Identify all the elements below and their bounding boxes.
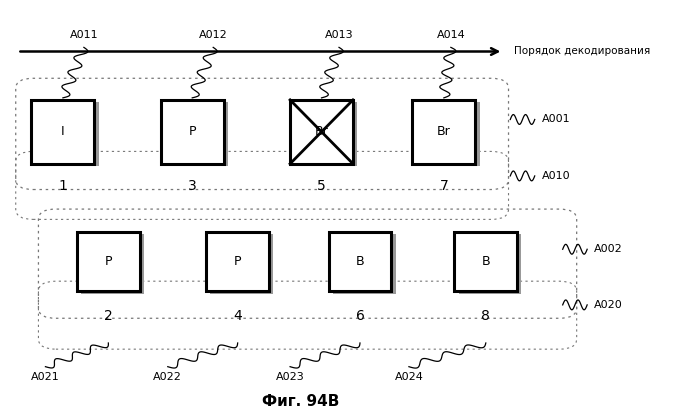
Text: P: P <box>105 255 112 268</box>
Text: 7: 7 <box>440 179 448 193</box>
Text: A010: A010 <box>542 171 570 181</box>
Text: Br: Br <box>315 125 329 138</box>
Text: 2: 2 <box>104 309 113 323</box>
Bar <box>31 100 94 164</box>
Bar <box>36 102 99 166</box>
Text: I: I <box>61 125 65 138</box>
Text: A024: A024 <box>394 372 424 382</box>
Bar <box>329 232 391 292</box>
Text: 5: 5 <box>317 179 326 193</box>
Text: A014: A014 <box>436 30 466 40</box>
Text: A001: A001 <box>542 115 570 124</box>
Text: A022: A022 <box>153 372 182 382</box>
Text: B: B <box>356 255 364 268</box>
Bar <box>206 232 269 292</box>
Text: A012: A012 <box>199 30 228 40</box>
Text: 8: 8 <box>482 309 490 323</box>
Text: A002: A002 <box>594 244 623 254</box>
Text: B: B <box>482 255 490 268</box>
Text: P: P <box>189 125 196 138</box>
Bar <box>210 234 273 294</box>
Bar <box>290 100 353 164</box>
Text: P: P <box>234 255 241 268</box>
Text: A021: A021 <box>31 372 60 382</box>
Bar <box>333 234 396 294</box>
Bar <box>459 234 521 294</box>
Text: A023: A023 <box>275 372 305 382</box>
Bar <box>294 102 357 166</box>
Bar <box>417 102 480 166</box>
Bar <box>454 232 517 292</box>
Text: 1: 1 <box>59 179 67 193</box>
Bar <box>77 232 140 292</box>
Text: 4: 4 <box>233 309 242 323</box>
Bar <box>161 100 224 164</box>
Text: 3: 3 <box>188 179 196 193</box>
Text: A011: A011 <box>70 30 98 40</box>
Bar <box>412 100 475 164</box>
Text: Фиг. 94B: Фиг. 94B <box>262 394 339 409</box>
Text: Br: Br <box>437 125 451 138</box>
Text: A020: A020 <box>594 300 623 310</box>
Bar <box>165 102 228 166</box>
Text: A013: A013 <box>325 30 353 40</box>
Text: 6: 6 <box>356 309 364 323</box>
Text: Порядок декодирования: Порядок декодирования <box>514 47 650 56</box>
Bar <box>81 234 144 294</box>
